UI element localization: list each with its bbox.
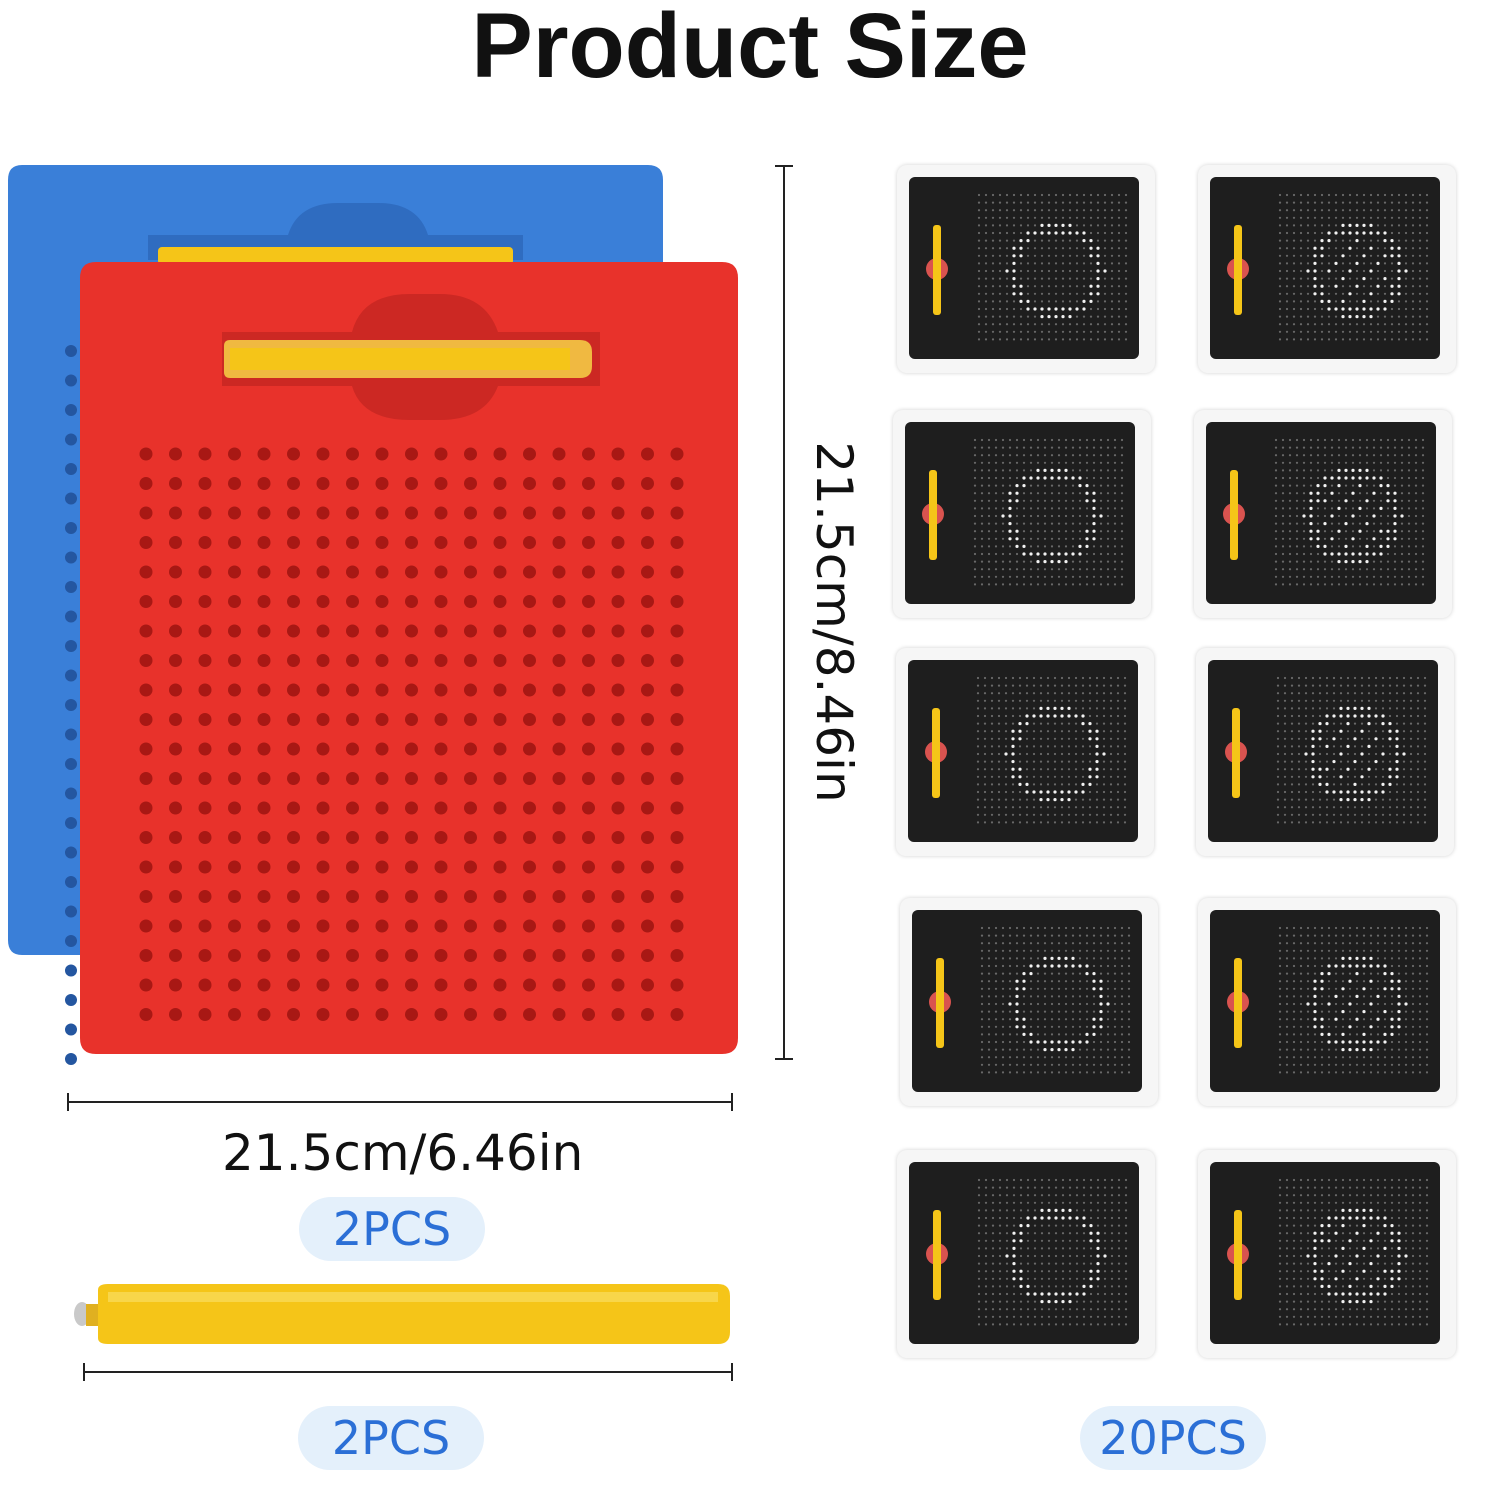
bus-icon: [1206, 422, 1436, 604]
face-icon: [1210, 910, 1440, 1092]
pattern-card: [893, 410, 1151, 618]
pattern-card: [1198, 165, 1456, 373]
width-dimension-label: 21.5cm/6.46in: [222, 1124, 584, 1182]
boards-quantity-badge: 2PCS: [299, 1197, 485, 1261]
red-drawing-board: [80, 262, 740, 1062]
magnetic-pen: [68, 1278, 738, 1352]
pattern-card: [1196, 648, 1454, 856]
width-dimension-tick-left: [67, 1093, 69, 1111]
fish-icon: [1210, 1162, 1440, 1344]
height-dimension-label: 21.5cm/8.46in: [805, 441, 863, 803]
height-dimension-tick-bottom: [775, 1058, 793, 1060]
pattern-card: [1198, 1150, 1456, 1358]
pattern-card: [897, 1150, 1155, 1358]
page-title: Product Size: [471, 0, 1029, 97]
butterfly-icon: [909, 177, 1139, 359]
width-dimension-tick-right: [731, 1093, 733, 1111]
pattern-card: [900, 898, 1158, 1106]
red-board-dot-grid: [138, 446, 698, 1026]
pattern-card: [896, 648, 1154, 856]
pen-dimension-tick-left: [83, 1363, 85, 1381]
pens-quantity-badge: 2PCS: [298, 1406, 484, 1470]
blue-board-dot-column: [64, 343, 84, 1083]
airplane-icon: [912, 910, 1142, 1092]
pen-icon: [74, 1284, 730, 1344]
pattern-card: [1198, 898, 1456, 1106]
pen-dimension-tick-right: [731, 1363, 733, 1381]
heart-icon: [1210, 177, 1440, 359]
width-dimension-line: [67, 1101, 733, 1103]
tree-icon: [908, 660, 1138, 842]
car-icon: [905, 422, 1135, 604]
height-dimension-tick-top: [775, 165, 793, 167]
cards-quantity-badge: 20PCS: [1080, 1406, 1266, 1470]
pen-dimension-line: [83, 1371, 733, 1373]
height-dimension-line: [783, 165, 785, 1060]
pine-tree-icon: [909, 1162, 1139, 1344]
pattern-card: [1194, 410, 1452, 618]
pattern-card: [897, 165, 1155, 373]
house-icon: [1208, 660, 1438, 842]
